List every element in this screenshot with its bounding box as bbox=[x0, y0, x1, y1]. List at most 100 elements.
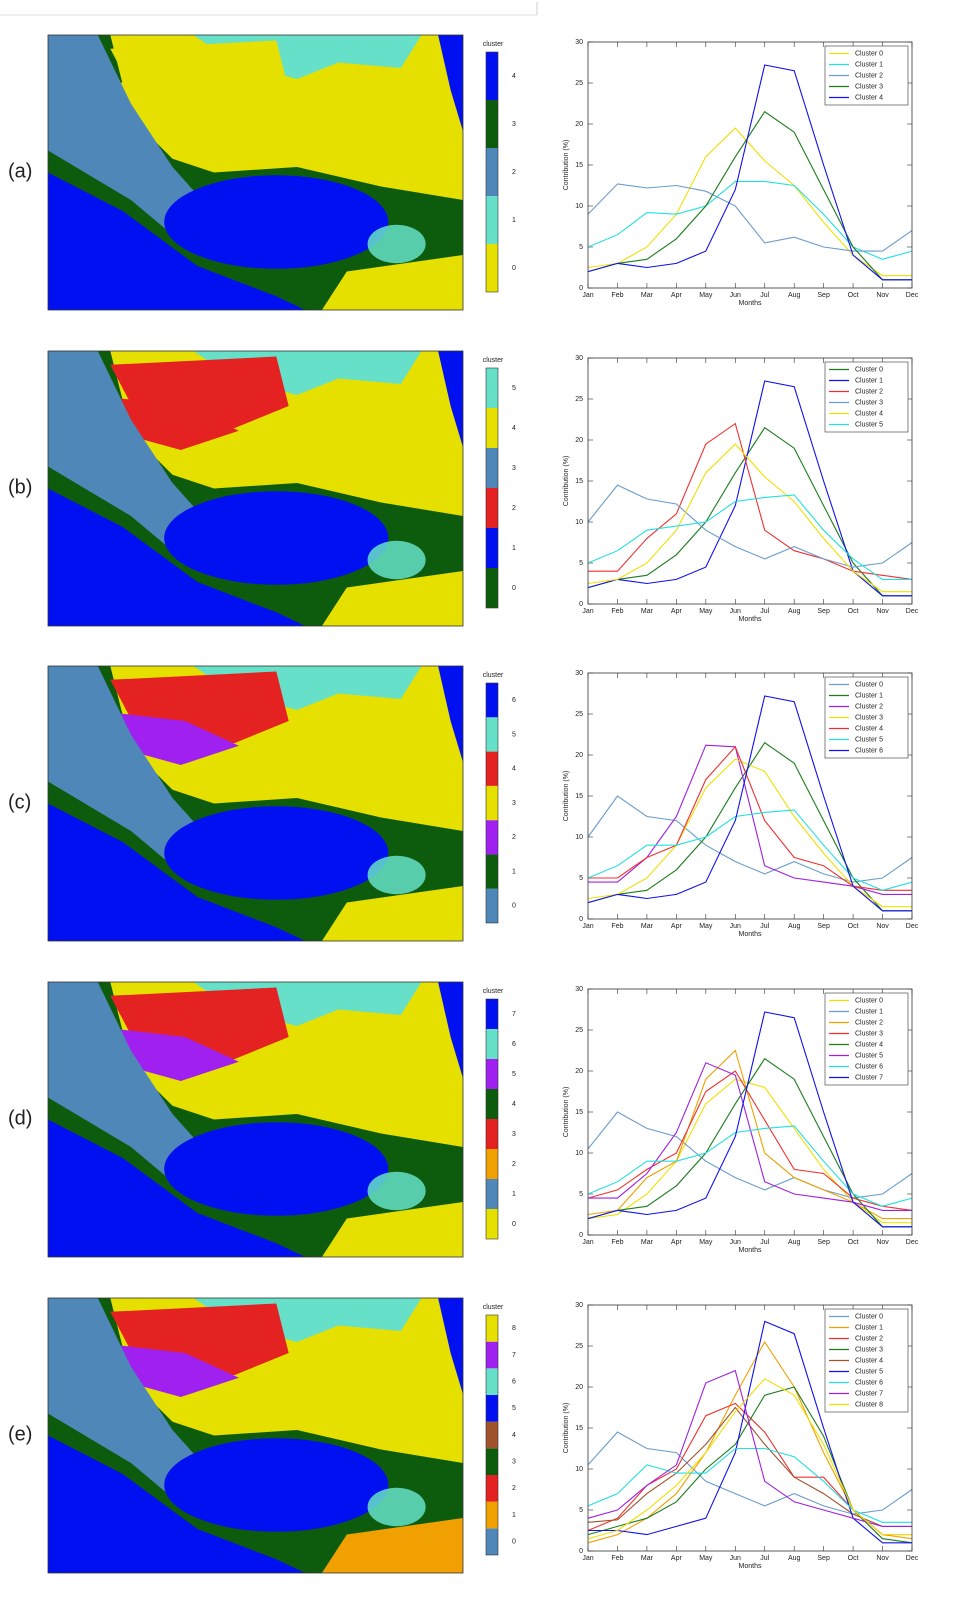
colorbar-tick-label: 0 bbox=[512, 1539, 516, 1546]
colorbar-tick-label: 6 bbox=[512, 697, 516, 704]
colorbar-tick-label: 2 bbox=[512, 1485, 516, 1492]
x-tick-label: Sep bbox=[817, 292, 830, 299]
y-tick-label: 5 bbox=[579, 244, 583, 251]
map-region bbox=[438, 351, 463, 448]
map-region bbox=[367, 1171, 426, 1211]
x-axis-label: Months bbox=[739, 1247, 762, 1254]
series-line bbox=[588, 745, 912, 891]
y-tick-label: 15 bbox=[575, 1109, 583, 1116]
series-line bbox=[587, 1111, 913, 1199]
map-region bbox=[367, 855, 426, 895]
colorbar-tick-label: 4 bbox=[512, 1432, 516, 1439]
colorbar-swatch bbox=[486, 52, 498, 100]
x-tick-label: Dec bbox=[906, 1239, 919, 1246]
colorbar-frame bbox=[485, 1314, 499, 1556]
x-tick-label: Feb bbox=[611, 292, 623, 299]
plot-frame bbox=[587, 41, 913, 289]
x-tick-label: Jul bbox=[760, 608, 769, 615]
y-tick-label: 25 bbox=[575, 80, 583, 87]
colorbar-swatch bbox=[486, 408, 498, 448]
y-tick-label: 30 bbox=[575, 1302, 583, 1309]
map-region bbox=[48, 172, 306, 310]
colorbar-frame bbox=[485, 998, 499, 1240]
legend-label: Cluster 2 bbox=[855, 388, 883, 395]
series-line bbox=[587, 494, 912, 580]
colorbar-tick-label: 2 bbox=[512, 505, 516, 512]
y-tick-label: 5 bbox=[579, 1507, 583, 1514]
series-line bbox=[587, 1057, 912, 1228]
legend-label: Cluster 3 bbox=[855, 83, 883, 90]
colorbar-swatch bbox=[486, 1528, 498, 1555]
x-tick-label: Feb bbox=[611, 923, 623, 930]
colorbar-swatch bbox=[486, 751, 498, 786]
map-frame bbox=[47, 34, 464, 311]
legend-label: Cluster 4 bbox=[855, 1041, 883, 1048]
map-region bbox=[438, 35, 463, 132]
legend-label: Cluster 0 bbox=[855, 50, 883, 57]
colorbar-swatch bbox=[486, 196, 498, 244]
y-axis-label: Contribution (%) bbox=[563, 1403, 570, 1454]
y-tick-label: 30 bbox=[575, 670, 583, 677]
colorbar-swatch bbox=[486, 785, 498, 821]
colorbar-swatch bbox=[486, 1089, 498, 1119]
x-axis-label: Months bbox=[739, 616, 762, 623]
series-line bbox=[588, 422, 913, 580]
colorbar-tick-label: 1 bbox=[512, 545, 516, 552]
x-axis-label: Months bbox=[739, 1563, 762, 1570]
colorbar-swatch bbox=[486, 1421, 498, 1449]
colorbar-title: cluster bbox=[483, 1304, 504, 1311]
legend-label: Cluster 2 bbox=[855, 1335, 883, 1342]
legend-label: Cluster 3 bbox=[855, 1030, 883, 1037]
map-region bbox=[164, 1122, 389, 1216]
series-line bbox=[587, 127, 912, 277]
legend-label: Cluster 5 bbox=[855, 421, 883, 428]
legend-label: Cluster 5 bbox=[855, 1052, 883, 1059]
map bbox=[47, 350, 464, 627]
map bbox=[47, 1297, 464, 1574]
map-region bbox=[164, 175, 389, 269]
x-tick-label: Apr bbox=[671, 608, 683, 615]
legend-label: Cluster 6 bbox=[855, 1379, 883, 1386]
y-tick-label: 20 bbox=[575, 752, 583, 759]
map-region bbox=[438, 666, 463, 763]
map-region bbox=[114, 1344, 239, 1397]
colorbar-swatch bbox=[486, 148, 498, 196]
map-region bbox=[438, 982, 463, 1079]
legend-label: Cluster 3 bbox=[855, 1346, 883, 1353]
series-line bbox=[587, 110, 912, 281]
plot-frame bbox=[587, 357, 913, 605]
x-tick-label: Aug bbox=[788, 1239, 801, 1246]
x-tick-label: Jun bbox=[730, 1239, 741, 1246]
colorbar-tick-label: 8 bbox=[512, 1325, 516, 1332]
y-tick-label: 25 bbox=[575, 711, 583, 718]
x-tick-label: Aug bbox=[788, 608, 801, 615]
y-tick-label: 20 bbox=[575, 1068, 583, 1075]
y-tick-label: 15 bbox=[575, 162, 583, 169]
map bbox=[47, 665, 464, 942]
x-tick-label: Jul bbox=[760, 1555, 769, 1562]
series-line bbox=[587, 484, 913, 568]
colorbar-frame bbox=[485, 367, 499, 609]
legend-label: Cluster 0 bbox=[855, 997, 883, 1004]
y-axis-label: Contribution (%) bbox=[563, 1087, 570, 1138]
map-region bbox=[48, 1119, 306, 1257]
map-region bbox=[114, 712, 239, 765]
x-tick-label: Mar bbox=[641, 608, 654, 615]
y-axis-label: Contribution (%) bbox=[563, 456, 570, 507]
y-tick-label: 25 bbox=[575, 396, 583, 403]
colorbar-swatch bbox=[486, 1368, 498, 1395]
series-line bbox=[587, 426, 912, 597]
legend-label: Cluster 4 bbox=[855, 94, 883, 101]
map-region bbox=[48, 803, 306, 941]
x-tick-label: Jul bbox=[760, 923, 769, 930]
colorbar-title: cluster bbox=[483, 672, 504, 679]
colorbar-swatch bbox=[486, 1341, 498, 1369]
legend-label: Cluster 3 bbox=[855, 399, 883, 406]
x-tick-label: Jan bbox=[582, 1239, 593, 1246]
legend-label: Cluster 3 bbox=[855, 714, 883, 721]
y-tick-label: 0 bbox=[579, 601, 583, 608]
x-tick-label: Jan bbox=[582, 608, 593, 615]
legend-label: Cluster 5 bbox=[855, 1368, 883, 1375]
colorbar-swatch bbox=[486, 1501, 498, 1529]
